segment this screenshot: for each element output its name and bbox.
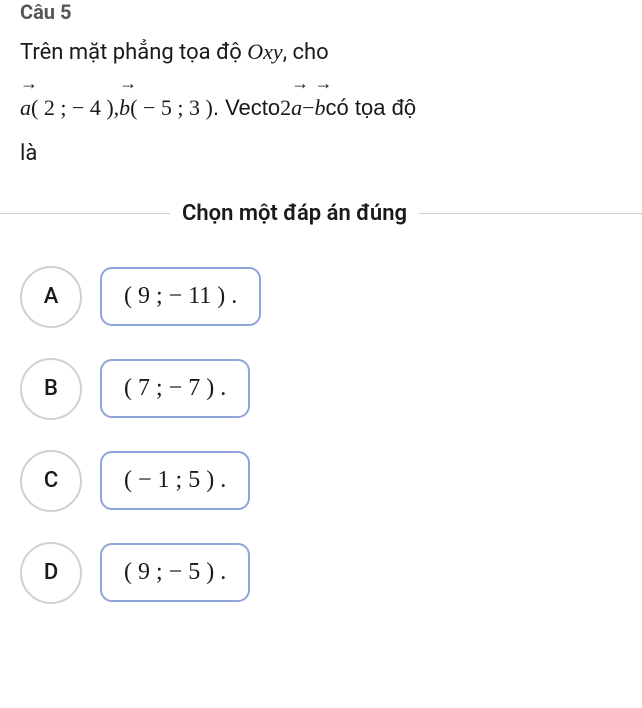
instruction-row: Chọn một đáp án đúng: [0, 201, 642, 226]
two: 2: [280, 88, 291, 128]
vector-b-symbol: b: [119, 95, 130, 120]
option-letter-b[interactable]: B: [20, 358, 82, 420]
option-letter-d[interactable]: D: [20, 542, 82, 604]
minus: −: [302, 88, 314, 128]
divider-right: [419, 213, 642, 214]
vector-b-coords: ( − 5 ; 3 ): [130, 88, 213, 128]
option-letter-c[interactable]: C: [20, 450, 82, 512]
vector-b-2: → b: [315, 78, 326, 128]
math-line: → a ( 2 ; − 4 ) , → b ( − 5 ; 3 ). Vecto…: [20, 78, 622, 128]
arrow-icon: →: [20, 74, 35, 92]
vector-a: → a: [20, 78, 31, 128]
prompt-prefix: Trên mặt phẳng tọa độ: [20, 40, 247, 65]
option-box-a[interactable]: ( 9 ; − 11 ) .: [100, 267, 261, 326]
arrow-icon: →: [291, 74, 306, 92]
mid-text: . Vecto: [213, 88, 280, 128]
option-letter-a[interactable]: A: [20, 266, 82, 328]
vector-b-symbol-2: b: [315, 95, 326, 120]
arrow-icon: →: [119, 74, 134, 92]
option-row-b: B ( 7 ; − 7 ) .: [20, 358, 622, 420]
instruction-text: Chọn một đáp án đúng: [170, 201, 419, 226]
vector-a-symbol: a: [20, 95, 31, 120]
arrow-icon: →: [315, 74, 330, 92]
options-list: A ( 9 ; − 11 ) . B ( 7 ; − 7 ) . C ( − 1…: [0, 266, 642, 604]
oxy-var: Oxy: [247, 39, 282, 64]
vector-a-2: → a: [291, 78, 302, 128]
option-row-c: C ( − 1 ; 5 ) .: [20, 450, 622, 512]
vector-b: → b: [119, 78, 130, 128]
question-number: Câu 5: [20, 0, 622, 24]
option-box-b[interactable]: ( 7 ; − 7 ) .: [100, 359, 250, 418]
vector-a-coords: ( 2 ; − 4 ): [31, 88, 114, 128]
option-box-c[interactable]: ( − 1 ; 5 ) .: [100, 451, 250, 510]
option-row-a: A ( 9 ; − 11 ) .: [20, 266, 622, 328]
option-box-d[interactable]: ( 9 ; − 5 ) .: [100, 543, 250, 602]
option-row-d: D ( 9 ; − 5 ) .: [20, 542, 622, 604]
vector-a-symbol-2: a: [291, 95, 302, 120]
prompt-suffix: , cho: [283, 40, 329, 65]
divider-left: [0, 213, 170, 214]
end-text: có tọa độ: [326, 88, 417, 128]
prompt-line-1: Trên mặt phẳng tọa độ Oxy, cho: [20, 34, 622, 70]
prompt-line-3: là: [20, 136, 622, 171]
